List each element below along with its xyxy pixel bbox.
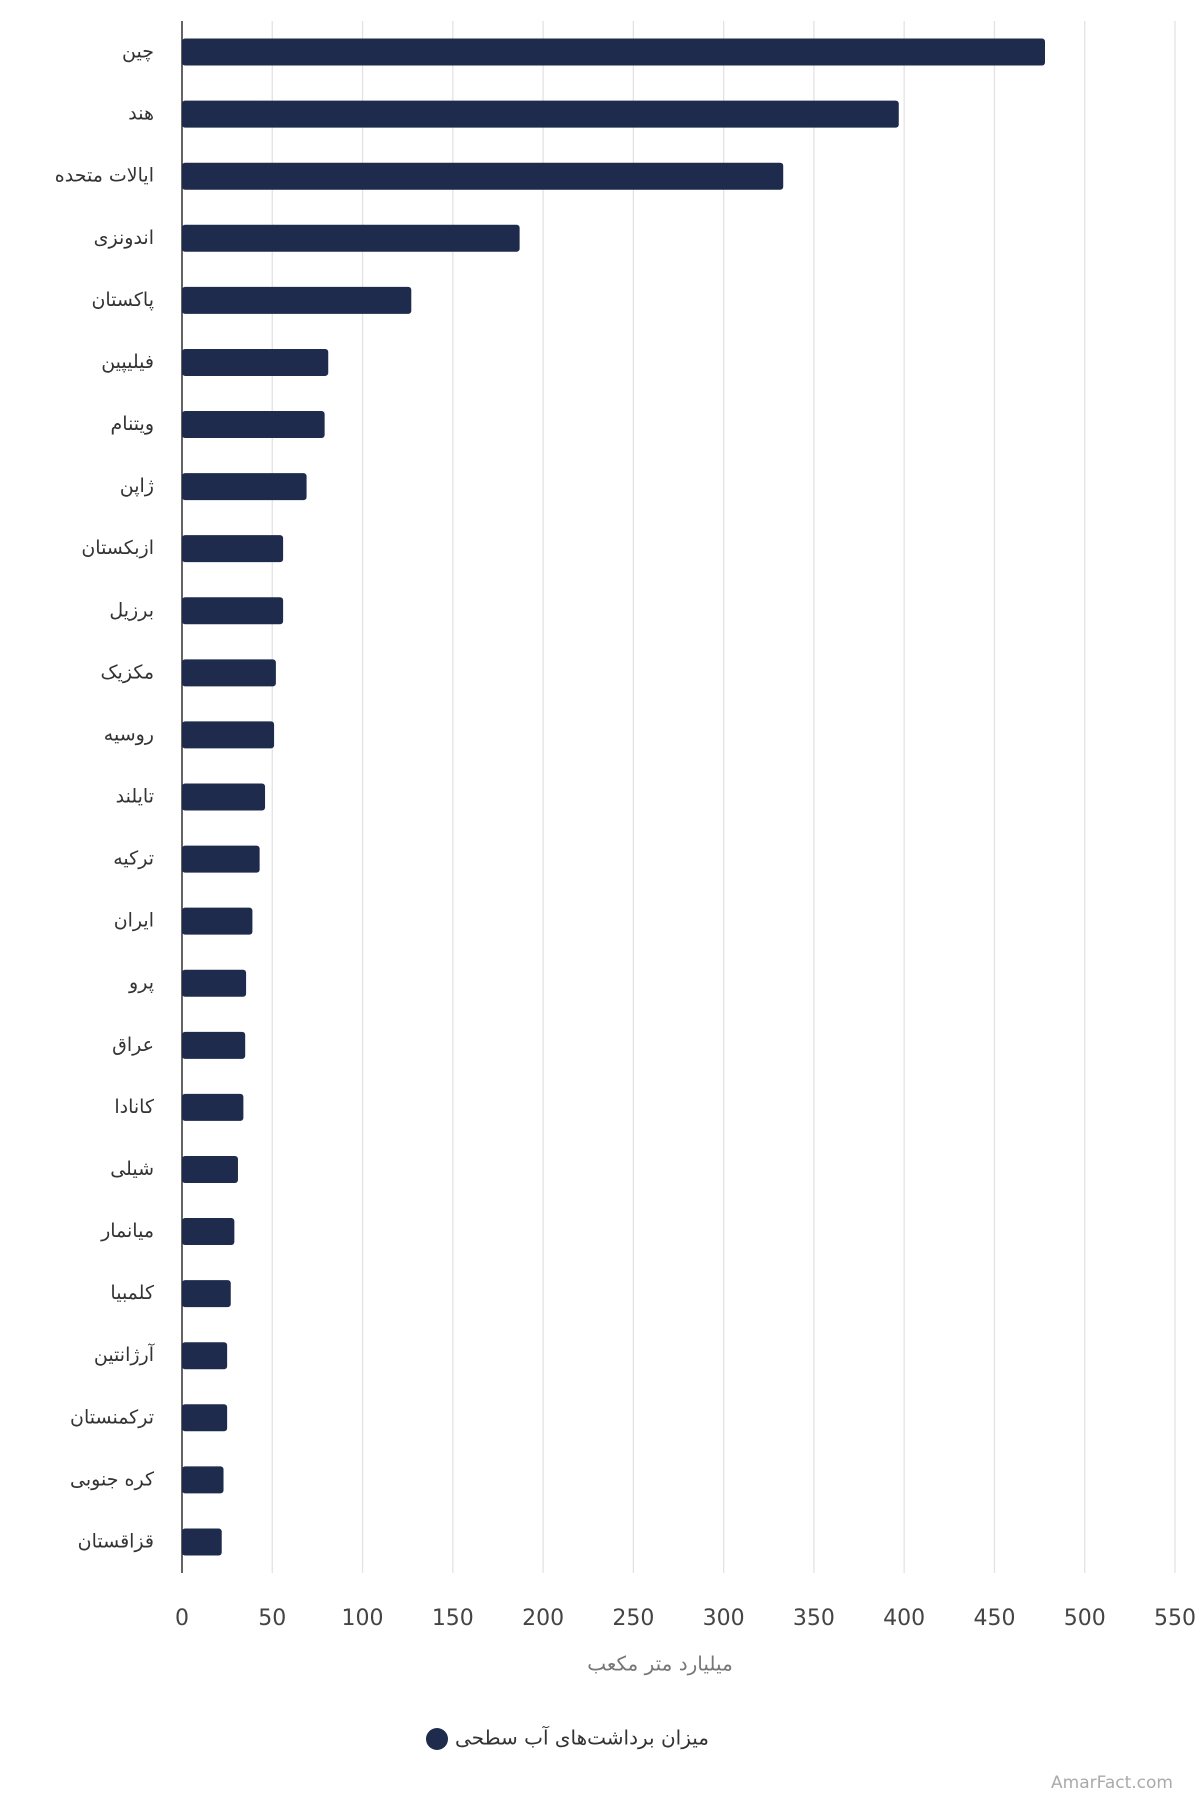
y-tick-label: روسیه (104, 723, 154, 745)
bar (182, 1155, 238, 1183)
bar (182, 1528, 222, 1556)
y-tick-label: مکزیک (101, 661, 154, 683)
y-tick-label: پرو (128, 972, 154, 994)
watermark: AmarFact.com (1051, 1773, 1173, 1793)
x-tick-label: 450 (973, 1606, 1015, 1631)
x-tick-label: 50 (258, 1606, 286, 1631)
bar (182, 100, 899, 128)
y-tick-label: ترکمنستان (70, 1406, 154, 1428)
y-tick-label: کره جنوبی (70, 1468, 155, 1490)
bar (182, 1342, 228, 1370)
y-tick-label: هند (128, 103, 154, 125)
bar (182, 1280, 231, 1308)
y-tick-label: ترکیه (113, 848, 154, 870)
bar (182, 1466, 224, 1494)
x-tick-label: 350 (793, 1606, 835, 1631)
y-tick-label: چین (122, 41, 154, 63)
legend-marker[interactable] (426, 1728, 448, 1750)
x-tick-label: 300 (703, 1606, 745, 1631)
y-tick-label: ویتنام (111, 413, 154, 435)
y-tick-label: قزاقستان (78, 1530, 154, 1552)
y-tick-label: شیلی (110, 1158, 154, 1180)
y-tick-label: پاکستان (91, 289, 154, 311)
x-tick-label: 400 (883, 1606, 925, 1631)
y-tick-label: ژاپن (120, 475, 154, 497)
y-tick-label: تایلند (116, 786, 154, 808)
bar (182, 969, 247, 997)
bar (182, 1404, 228, 1432)
y-tick-label: آرژانتین (94, 1342, 155, 1366)
bar (182, 411, 325, 439)
bar (182, 659, 276, 687)
x-axis-title: میلیارد متر مکعب (587, 1652, 733, 1676)
bar (182, 286, 412, 314)
legend-label[interactable]: میزان برداشت‌های آب سطحی (455, 1725, 709, 1750)
x-tick-label: 250 (612, 1606, 654, 1631)
x-tick-label: 0 (175, 1606, 189, 1631)
bar (182, 783, 266, 811)
bar (182, 907, 253, 935)
y-tick-label: ازبکستان (81, 537, 154, 559)
bar (182, 1218, 235, 1246)
y-tick-label: فیلیپین (101, 351, 154, 373)
bar (182, 224, 520, 252)
bar (182, 348, 329, 376)
bar (182, 1093, 244, 1121)
bar (182, 845, 260, 873)
bar (182, 721, 275, 749)
bar (182, 38, 1046, 66)
y-tick-label: برزیل (109, 599, 154, 621)
bar (182, 162, 784, 190)
bar (182, 535, 284, 563)
y-tick-label: اندونزی (94, 227, 154, 249)
bar (182, 473, 307, 501)
bar (182, 597, 284, 625)
y-tick-label: ایالات متحده (55, 165, 154, 187)
x-tick-label: 200 (522, 1606, 564, 1631)
y-tick-label: کانادا (114, 1096, 155, 1118)
x-tick-label: 550 (1154, 1606, 1196, 1631)
y-tick-label: ایران (114, 910, 154, 932)
y-tick-label: عراق (112, 1034, 154, 1056)
y-tick-label: کلمبیا (110, 1282, 155, 1304)
x-tick-label: 100 (342, 1606, 384, 1631)
bar (182, 1031, 246, 1059)
x-tick-label: 150 (432, 1606, 474, 1631)
y-tick-label: میانمار (100, 1220, 154, 1242)
x-tick-label: 500 (1064, 1606, 1106, 1631)
